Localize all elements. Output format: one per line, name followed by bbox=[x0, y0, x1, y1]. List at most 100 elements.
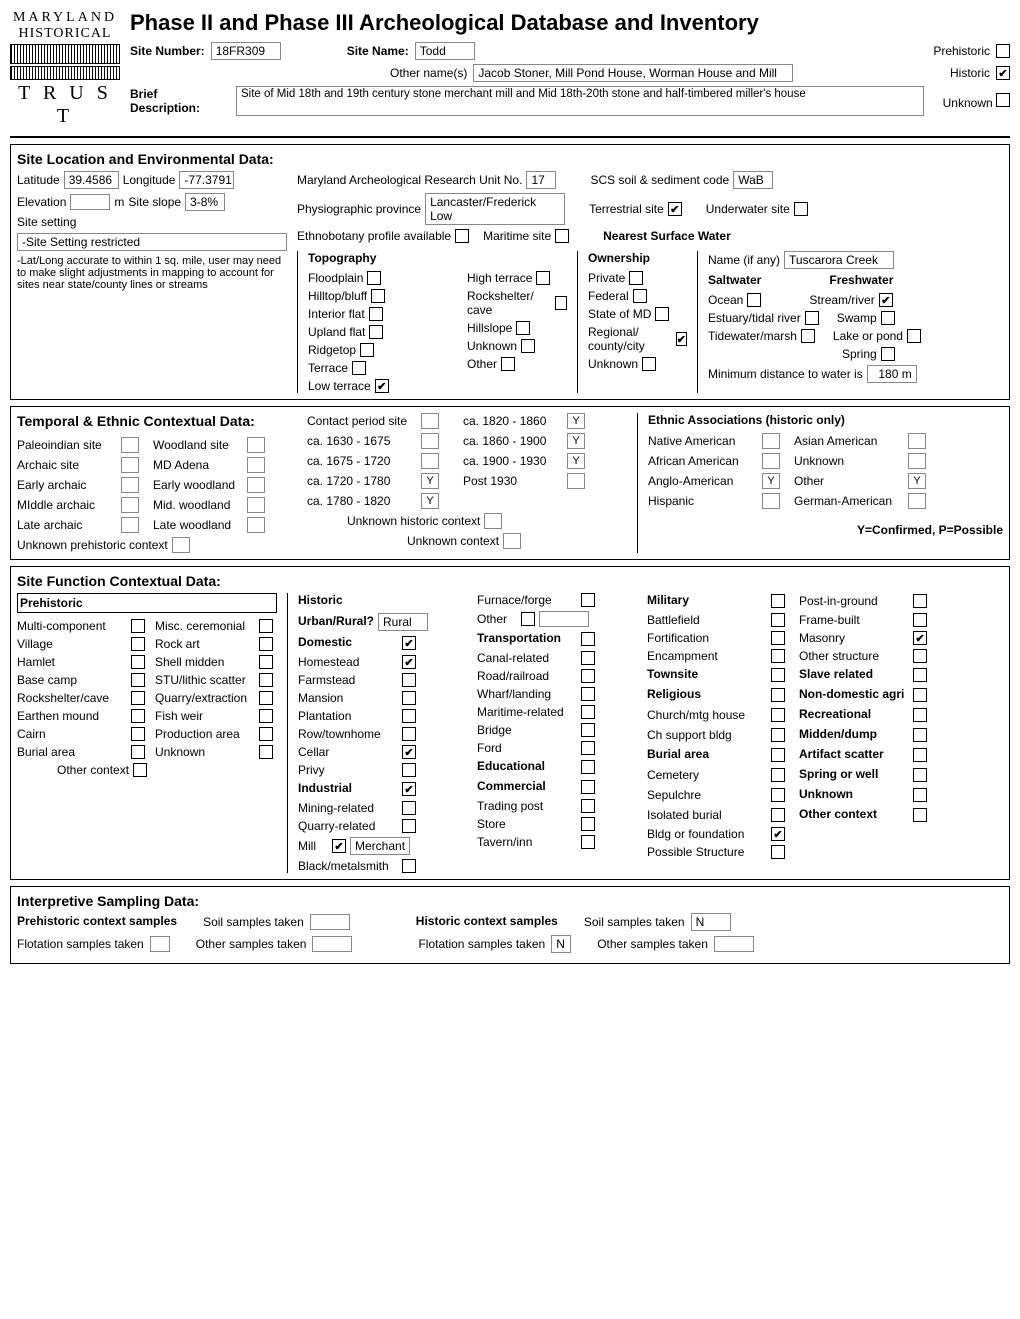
tb[interactable] bbox=[121, 497, 139, 513]
cb[interactable] bbox=[402, 727, 416, 741]
cb[interactable] bbox=[131, 655, 145, 669]
cb[interactable] bbox=[402, 819, 416, 833]
cb[interactable] bbox=[771, 688, 785, 702]
cb[interactable] bbox=[771, 845, 785, 859]
cb[interactable] bbox=[913, 668, 927, 682]
cb[interactable] bbox=[259, 691, 273, 705]
cb[interactable] bbox=[771, 748, 785, 762]
c-1860-y[interactable]: Y bbox=[567, 433, 585, 449]
tb[interactable] bbox=[762, 433, 780, 449]
low-terrace-checkbox[interactable]: ✔ bbox=[375, 379, 389, 393]
cb[interactable] bbox=[501, 357, 515, 371]
cb[interactable] bbox=[402, 709, 416, 723]
tb[interactable] bbox=[121, 437, 139, 453]
cb[interactable] bbox=[881, 347, 895, 361]
cb[interactable] bbox=[913, 594, 927, 608]
cb[interactable] bbox=[367, 271, 381, 285]
cb[interactable] bbox=[581, 669, 595, 683]
cb[interactable] bbox=[369, 307, 383, 321]
cb[interactable] bbox=[259, 655, 273, 669]
cb[interactable] bbox=[259, 709, 273, 723]
cb[interactable] bbox=[581, 705, 595, 719]
cb[interactable] bbox=[259, 619, 273, 633]
c-1720-y[interactable]: Y bbox=[421, 473, 439, 489]
cb[interactable] bbox=[771, 808, 785, 822]
cb[interactable] bbox=[771, 649, 785, 663]
cb[interactable] bbox=[771, 594, 785, 608]
maritime-checkbox[interactable] bbox=[555, 229, 569, 243]
cb[interactable] bbox=[402, 691, 416, 705]
cb[interactable] bbox=[402, 859, 416, 873]
cb[interactable] bbox=[581, 723, 595, 737]
cb[interactable] bbox=[352, 361, 366, 375]
cb[interactable] bbox=[581, 835, 595, 849]
cb[interactable] bbox=[913, 613, 927, 627]
tb[interactable] bbox=[121, 477, 139, 493]
tb[interactable] bbox=[121, 457, 139, 473]
tb[interactable] bbox=[503, 533, 521, 549]
cb[interactable] bbox=[131, 709, 145, 723]
cb[interactable] bbox=[581, 593, 595, 607]
h-homestead-cb[interactable]: ✔ bbox=[402, 655, 416, 669]
cb[interactable] bbox=[655, 307, 669, 321]
cb[interactable] bbox=[771, 708, 785, 722]
c-1780-y[interactable]: Y bbox=[421, 493, 439, 509]
cb[interactable] bbox=[131, 745, 145, 759]
cb[interactable] bbox=[259, 673, 273, 687]
cb[interactable] bbox=[581, 760, 595, 774]
cb[interactable] bbox=[913, 688, 927, 702]
cb[interactable] bbox=[259, 727, 273, 741]
c-1820-y[interactable]: Y bbox=[567, 413, 585, 429]
cb[interactable] bbox=[881, 311, 895, 325]
h-domestic-cb[interactable]: ✔ bbox=[402, 636, 416, 650]
cb[interactable] bbox=[771, 613, 785, 627]
tb[interactable] bbox=[908, 433, 926, 449]
historic-checkbox[interactable]: ✔ bbox=[996, 66, 1010, 80]
terrestrial-checkbox[interactable]: ✔ bbox=[668, 202, 682, 216]
cb[interactable] bbox=[402, 801, 416, 815]
tb[interactable] bbox=[247, 437, 265, 453]
cb[interactable] bbox=[402, 673, 416, 687]
tb[interactable] bbox=[762, 493, 780, 509]
h-industrial-cb[interactable]: ✔ bbox=[402, 782, 416, 796]
r-bldg-cb[interactable]: ✔ bbox=[771, 827, 785, 841]
unknown-checkbox[interactable] bbox=[996, 93, 1010, 107]
tb[interactable] bbox=[567, 473, 585, 489]
cb[interactable] bbox=[555, 296, 568, 310]
tb[interactable] bbox=[172, 537, 190, 553]
tb[interactable] bbox=[421, 453, 439, 469]
cb[interactable] bbox=[913, 708, 927, 722]
e-anglo-y[interactable]: Y bbox=[762, 473, 780, 489]
cb[interactable] bbox=[402, 763, 416, 777]
tb[interactable] bbox=[908, 453, 926, 469]
r-masonry-cb[interactable]: ✔ bbox=[913, 631, 927, 645]
cb[interactable] bbox=[371, 289, 385, 303]
cb[interactable] bbox=[629, 271, 643, 285]
own-regional-checkbox[interactable]: ✔ bbox=[676, 332, 687, 346]
cb[interactable] bbox=[581, 687, 595, 701]
cb[interactable] bbox=[521, 612, 535, 626]
cb[interactable] bbox=[581, 780, 595, 794]
tb[interactable] bbox=[247, 497, 265, 513]
cb[interactable] bbox=[913, 808, 927, 822]
cb[interactable] bbox=[369, 325, 383, 339]
tb[interactable] bbox=[247, 457, 265, 473]
cb[interactable] bbox=[131, 619, 145, 633]
cb[interactable] bbox=[913, 748, 927, 762]
cb[interactable] bbox=[801, 329, 815, 343]
tb[interactable] bbox=[247, 477, 265, 493]
prehistoric-checkbox[interactable] bbox=[996, 44, 1010, 58]
ethno-checkbox[interactable] bbox=[455, 229, 469, 243]
cb[interactable] bbox=[581, 651, 595, 665]
cb[interactable] bbox=[913, 768, 927, 782]
cb[interactable] bbox=[633, 289, 647, 303]
cb[interactable] bbox=[131, 673, 145, 687]
tb[interactable] bbox=[247, 517, 265, 533]
cb[interactable] bbox=[581, 741, 595, 755]
cb[interactable] bbox=[131, 691, 145, 705]
cb[interactable] bbox=[747, 293, 761, 307]
c-1900-y[interactable]: Y bbox=[567, 453, 585, 469]
cb[interactable] bbox=[131, 727, 145, 741]
cb[interactable] bbox=[521, 339, 535, 353]
cb[interactable] bbox=[642, 357, 656, 371]
